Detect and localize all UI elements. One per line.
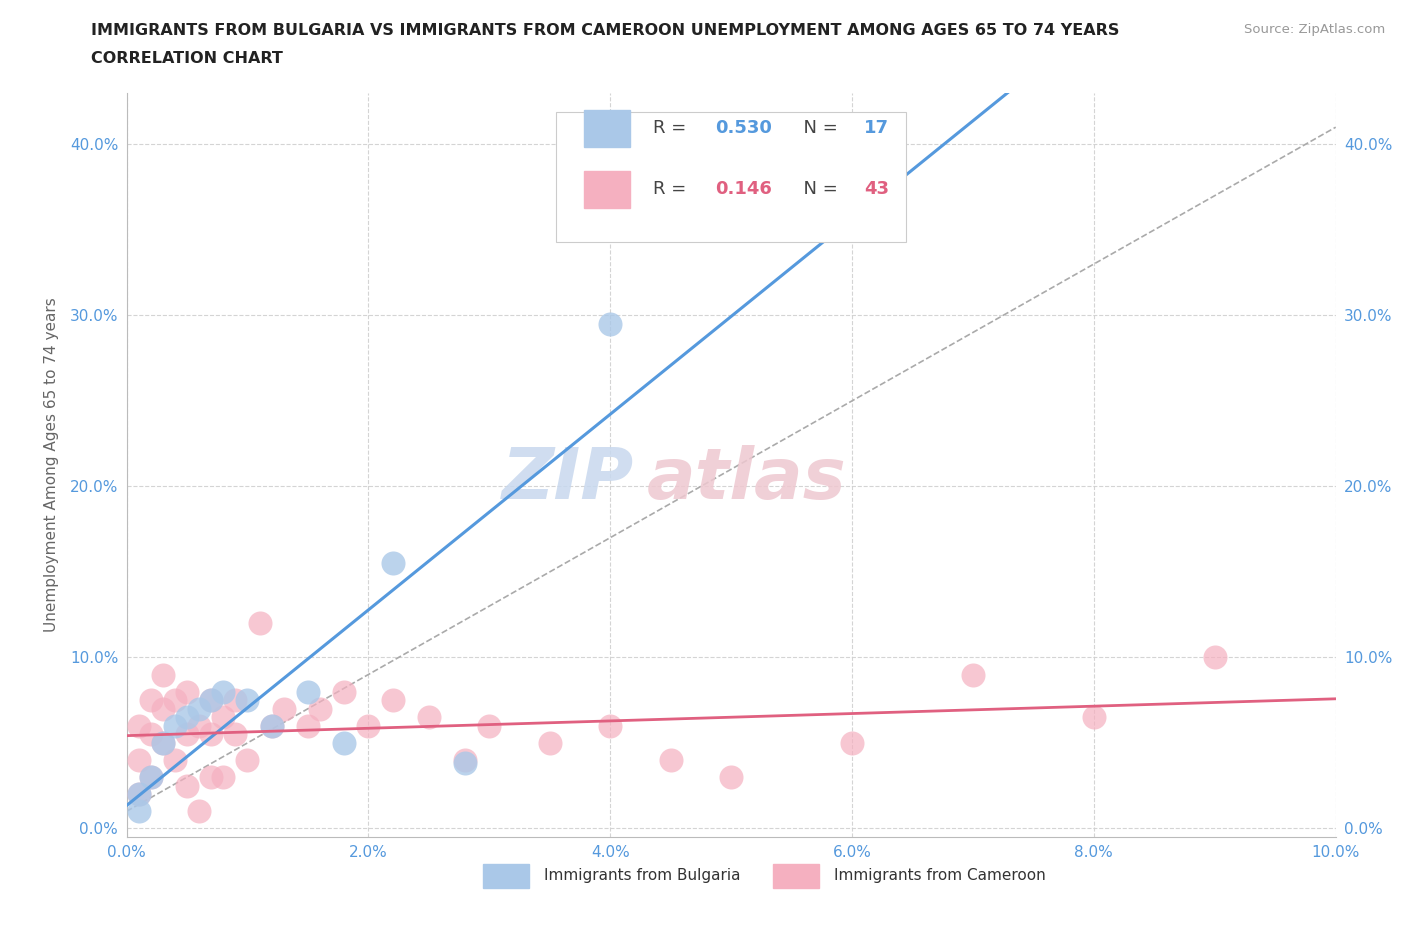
Point [273,701,295,716]
Point [152,667,174,682]
Point [599,718,621,733]
Point [212,684,235,699]
Point [333,684,356,699]
Point [176,778,198,793]
Point [139,770,162,785]
Point [780,188,803,203]
Point [333,736,356,751]
Point [152,736,174,751]
Point [188,701,211,716]
Text: 17: 17 [865,119,889,138]
Point [152,736,174,751]
FancyBboxPatch shape [583,171,630,207]
Point [236,693,259,708]
Point [659,752,682,767]
Point [176,684,198,699]
Text: 0.530: 0.530 [716,119,772,138]
Point [381,693,404,708]
Text: atlas: atlas [647,445,846,514]
FancyBboxPatch shape [484,864,529,887]
Point [139,693,162,708]
Point [260,718,283,733]
Text: Immigrants from Cameroon: Immigrants from Cameroon [834,869,1046,883]
Point [163,718,186,733]
Point [309,701,332,716]
Point [418,710,440,724]
Point [139,727,162,742]
Point [720,770,742,785]
Point [128,752,150,767]
Point [841,736,863,751]
Point [249,616,271,631]
Y-axis label: Unemployment Among Ages 65 to 74 years: Unemployment Among Ages 65 to 74 years [44,298,59,632]
Point [188,718,211,733]
FancyBboxPatch shape [555,112,907,242]
Point [152,701,174,716]
Text: R =: R = [652,119,692,138]
Point [357,718,380,733]
Point [454,756,477,771]
FancyBboxPatch shape [583,110,630,147]
Point [200,693,222,708]
Point [128,718,150,733]
Point [599,316,621,331]
Point [128,787,150,802]
Point [1204,650,1226,665]
Point [212,710,235,724]
Point [200,727,222,742]
Text: N =: N = [792,119,844,138]
Text: N =: N = [792,180,844,198]
Point [236,752,259,767]
Point [260,718,283,733]
Point [224,693,246,708]
Point [200,693,222,708]
Point [139,770,162,785]
Text: IMMIGRANTS FROM BULGARIA VS IMMIGRANTS FROM CAMEROON UNEMPLOYMENT AMONG AGES 65 : IMMIGRANTS FROM BULGARIA VS IMMIGRANTS F… [91,23,1119,38]
Point [176,727,198,742]
Point [454,752,477,767]
Point [478,718,501,733]
Text: 43: 43 [865,180,889,198]
Point [962,667,984,682]
Point [224,727,246,742]
Point [212,770,235,785]
Point [176,710,198,724]
Text: R =: R = [652,180,692,198]
Point [538,736,561,751]
Point [188,804,211,818]
Point [128,787,150,802]
Point [200,770,222,785]
Text: CORRELATION CHART: CORRELATION CHART [91,51,283,66]
Point [163,752,186,767]
Point [381,556,404,571]
Point [297,718,319,733]
Text: Source: ZipAtlas.com: Source: ZipAtlas.com [1244,23,1385,36]
Point [297,684,319,699]
Point [128,804,150,818]
FancyBboxPatch shape [773,864,820,887]
Text: Immigrants from Bulgaria: Immigrants from Bulgaria [544,869,740,883]
Text: ZIP: ZIP [502,445,634,514]
Text: 0.146: 0.146 [716,180,772,198]
Point [1083,710,1105,724]
Point [163,693,186,708]
